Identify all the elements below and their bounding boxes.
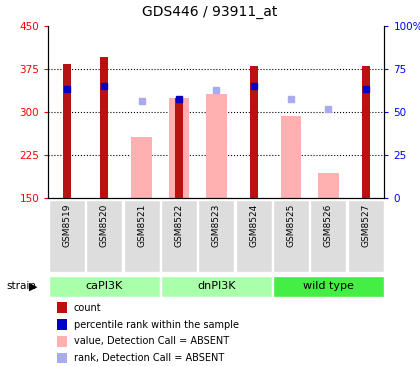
Text: GSM8523: GSM8523 — [212, 204, 221, 247]
Text: rank, Detection Call = ABSENT: rank, Detection Call = ABSENT — [74, 353, 224, 363]
Text: value, Detection Call = ABSENT: value, Detection Call = ABSENT — [74, 336, 228, 346]
FancyBboxPatch shape — [310, 200, 346, 272]
Bar — [281, 116, 301, 198]
Text: percentile rank within the sample: percentile rank within the sample — [74, 320, 239, 329]
FancyBboxPatch shape — [273, 200, 309, 272]
FancyBboxPatch shape — [124, 200, 160, 272]
Bar — [206, 94, 226, 198]
Text: GSM8526: GSM8526 — [324, 204, 333, 247]
FancyBboxPatch shape — [198, 200, 234, 272]
FancyBboxPatch shape — [348, 200, 383, 272]
FancyBboxPatch shape — [49, 276, 160, 297]
Text: count: count — [74, 303, 101, 313]
FancyBboxPatch shape — [161, 276, 272, 297]
Text: ▶: ▶ — [29, 281, 38, 291]
Text: GDS446 / 93911_at: GDS446 / 93911_at — [142, 5, 278, 19]
FancyBboxPatch shape — [236, 200, 272, 272]
FancyBboxPatch shape — [49, 200, 85, 272]
Bar — [318, 173, 339, 198]
Bar — [100, 57, 108, 198]
Bar — [131, 138, 152, 198]
FancyBboxPatch shape — [273, 276, 384, 297]
Text: caPI3K: caPI3K — [86, 281, 123, 291]
Text: GSM8525: GSM8525 — [286, 204, 295, 247]
Text: dnPI3K: dnPI3K — [197, 281, 236, 291]
Text: GSM8527: GSM8527 — [361, 204, 370, 247]
Bar — [175, 98, 183, 198]
Text: GSM8519: GSM8519 — [63, 204, 71, 247]
Bar — [362, 66, 370, 198]
Text: wild type: wild type — [303, 281, 354, 291]
Text: strain: strain — [6, 281, 36, 291]
FancyBboxPatch shape — [87, 200, 122, 272]
Text: GSM8524: GSM8524 — [249, 204, 258, 247]
Text: GSM8520: GSM8520 — [100, 204, 109, 247]
FancyBboxPatch shape — [161, 200, 197, 272]
Bar — [63, 64, 71, 198]
Bar — [249, 66, 258, 198]
Bar — [169, 98, 189, 198]
Text: GSM8522: GSM8522 — [174, 204, 184, 247]
Text: GSM8521: GSM8521 — [137, 204, 146, 247]
